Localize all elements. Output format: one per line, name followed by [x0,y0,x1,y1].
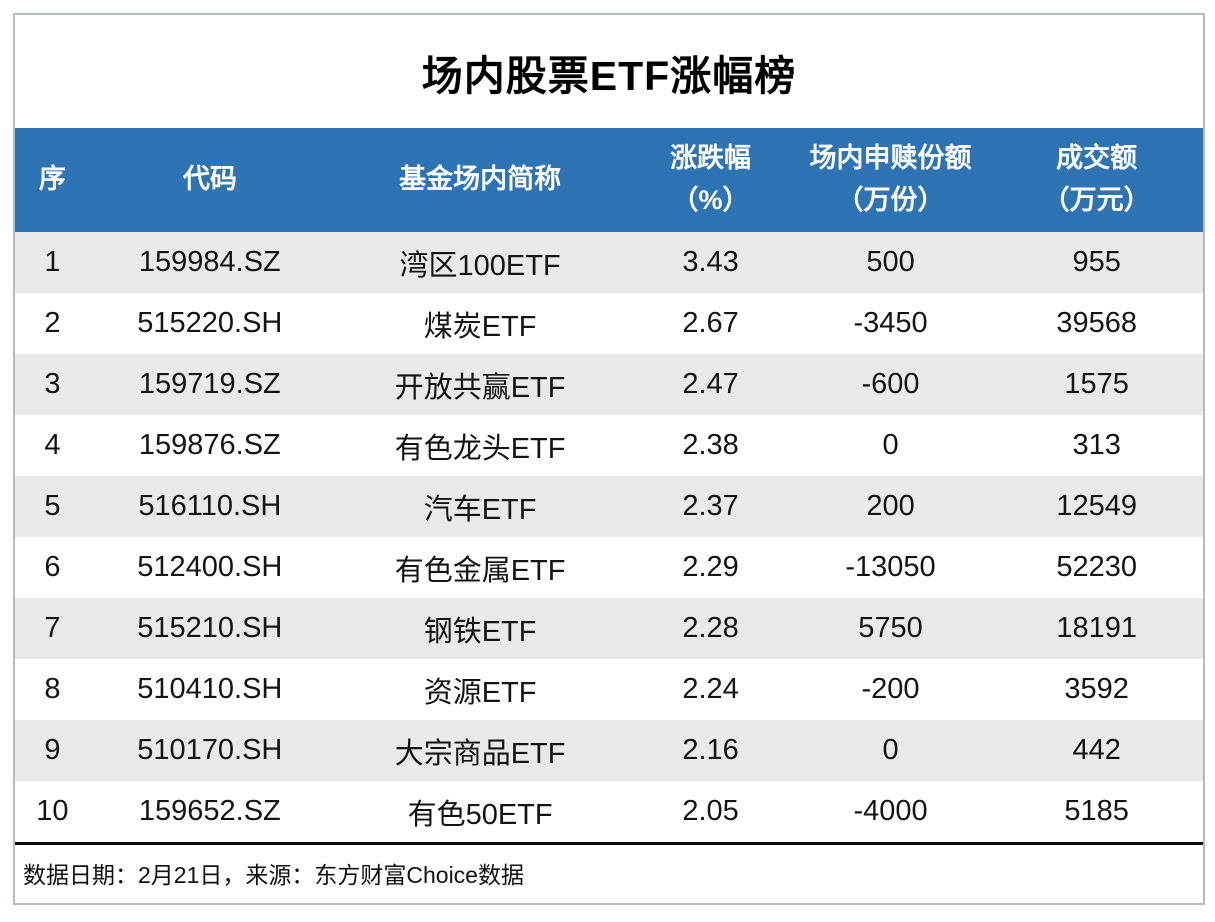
column-header: 序 [15,128,90,232]
table-cell: 3.43 [630,232,791,293]
table-cell: 0 [882,429,899,461]
table-cell: 18191 [990,598,1203,659]
table-cell: 159652.SZ [138,795,281,827]
column-header-line1: 基金场内简称 [399,164,562,195]
table-cell: -4000 [853,795,928,827]
column-header: 涨跌幅 （%） [630,128,791,232]
column-header-line2: （万份） [836,185,945,215]
table-cell: 湾区100ETF [329,232,631,293]
table-cell: 6 [44,551,61,583]
table-cell: 313 [1072,429,1121,461]
table-cell: 大宗商品ETF [329,720,631,781]
table-cell: 200 [790,476,991,537]
column-header-line1: 序 [38,164,66,195]
table-header: 序 代码 基金场内简称 涨跌幅 （%） 场内申赎份额 （万份） 成交额 （万元） [15,128,1203,232]
table-cell: 510170.SH [89,720,330,781]
table-cell: 2 [44,307,61,339]
table-row: 2 515220.SH 煤炭ETF 2.67 -3450 39568 [15,293,1203,354]
table-cell: -13050 [845,551,936,583]
table-cell: 2.37 [630,476,791,537]
column-header-line1: 涨跌幅 [670,143,752,174]
column-header: 基金场内简称 [329,128,631,232]
column-header: 代码 [89,128,330,232]
table-cell: 39568 [1056,307,1137,339]
etf-table-body: 1 159984.SZ 湾区100ETF 3.43 500 955 2 515220.SH 煤炭… [15,232,1203,842]
table-cell: 512400.SH [137,551,283,583]
table-row: 10 159652.SZ 有色50ETF 2.05 -4000 5185 [15,781,1203,842]
table-cell: 3592 [1064,673,1129,705]
table-cell: 515220.SH [137,307,283,339]
table-cell: 2.38 [682,429,739,461]
table-cell: 955 [990,232,1203,293]
column-header-line2: （%） [671,185,750,215]
etf-ranking-table: 序 代码 基金场内简称 涨跌幅 （%） 场内申赎份额 （万份） 成交额 （万元） 1 159984… [15,128,1203,842]
table-cell: 2.28 [630,598,791,659]
table-cell: 2.24 [682,673,739,705]
table-cell: 515210.SH [89,598,330,659]
table-cell: 10 [36,795,69,827]
table-cell: 5 [15,476,90,537]
table-cell: 5750 [790,598,991,659]
table-cell: 52230 [1056,551,1137,583]
table-row: 9 510170.SH 大宗商品ETF 2.16 0 442 [15,720,1203,781]
column-header-line1: 成交额 [1056,143,1138,174]
table-cell: 钢铁ETF [329,598,631,659]
column-header-line1: 代码 [182,164,237,195]
table-cell: 159876.SZ [138,429,281,461]
footer: 数据日期：2月21日，来源：东方财富Choice数据 [15,842,1203,900]
table-cell: 有色龙头ETF [394,432,566,465]
table-cell: 159984.SZ [89,232,330,293]
table-row: 8 510410.SH 资源ETF 2.24 -200 3592 [15,659,1203,720]
column-header-line1: 场内申赎份额 [809,143,972,174]
table-cell: 1 [15,232,90,293]
column-header-line2: （万元） [1042,185,1151,215]
table-cell: 有色金属ETF [394,554,566,587]
table-cell: 有色50ETF [407,798,553,831]
table-cell: 2.67 [682,307,739,339]
table-row: 1 159984.SZ 湾区100ETF 3.43 500 955 [15,232,1203,293]
column-header: 场内申赎份额 （万份） [790,128,991,232]
table-cell: 开放共赢ETF [329,354,631,415]
table-row: 6 512400.SH 有色金属ETF 2.29 -13050 52230 [15,537,1203,598]
table-cell: -3450 [853,307,928,339]
column-header: 成交额 （万元） [990,128,1203,232]
table-cell: 5185 [1064,795,1129,827]
data-source-note: 数据日期：2月21日，来源：东方财富Choice数据 [23,861,524,888]
table-cell: 500 [790,232,991,293]
table-cell: 煤炭ETF [423,310,537,343]
table-cell: 510410.SH [137,673,283,705]
table-cell: 0 [790,720,991,781]
table-cell: 7 [15,598,90,659]
table-cell: 159719.SZ [89,354,330,415]
table-cell: 8 [44,673,61,705]
table-cell: 2.16 [630,720,791,781]
table-row: 7 515210.SH 钢铁ETF 2.28 5750 18191 [15,598,1203,659]
etf-ranking-card: 场内股票ETF涨幅榜 序 代码 基金场内简称 涨跌幅 （%） 场内申赎份额 （万份） 成交额 （… [13,13,1205,905]
page-title: 场内股票ETF涨幅榜 [421,52,797,99]
table-cell: 资源ETF [423,676,537,709]
table-row: 5 516110.SH 汽车ETF 2.37 200 12549 [15,476,1203,537]
table-cell: 2.47 [630,354,791,415]
table-cell: 汽车ETF [329,476,631,537]
table-cell: 442 [990,720,1203,781]
table-row: 3 159719.SZ 开放共赢ETF 2.47 -600 1575 [15,354,1203,415]
etf-table-header-row: 序 代码 基金场内简称 涨跌幅 （%） 场内申赎份额 （万份） 成交额 （万元） [15,128,1203,232]
table-cell: 1575 [990,354,1203,415]
table-row: 4 159876.SZ 有色龙头ETF 2.38 0 313 [15,415,1203,476]
table-cell: 2.29 [682,551,739,583]
table-cell: 9 [15,720,90,781]
table-cell: 4 [44,429,61,461]
table-cell: -200 [861,673,920,705]
table-cell: 3 [15,354,90,415]
table-cell: 12549 [990,476,1203,537]
table-cell: -600 [790,354,991,415]
table-cell: 516110.SH [89,476,330,537]
table-cell: 2.05 [682,795,739,827]
title-area: 场内股票ETF涨幅榜 [15,15,1203,128]
